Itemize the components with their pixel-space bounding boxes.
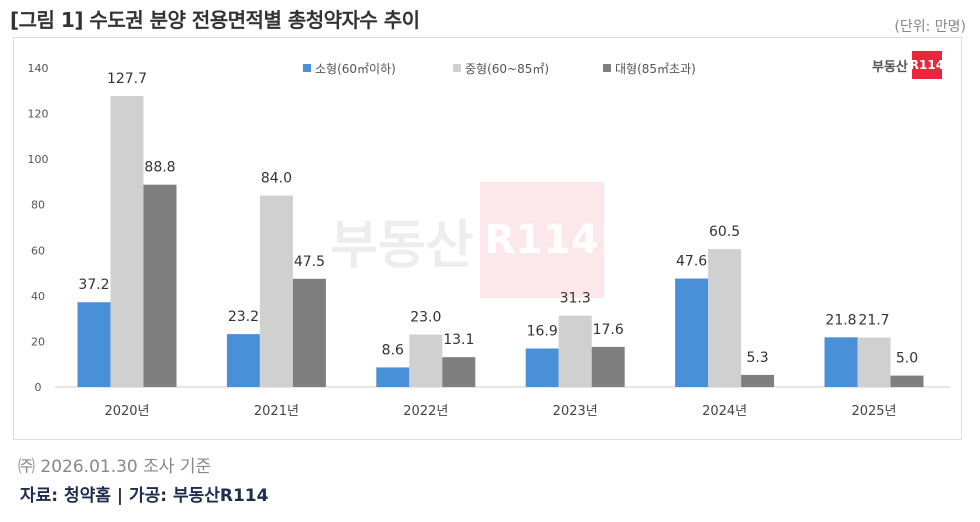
y-tick-label: 0 xyxy=(35,381,42,394)
survey-note: ㈜ 2026.01.30 조사 기준 xyxy=(18,457,212,477)
bar xyxy=(259,195,293,387)
data-label: 16.9 xyxy=(527,323,558,339)
y-tick-label: 80 xyxy=(31,199,45,212)
bar xyxy=(292,278,326,387)
bar xyxy=(77,302,111,387)
bar xyxy=(824,337,858,387)
bar xyxy=(525,348,559,387)
brand-logo: 부동산 R114 xyxy=(872,51,944,79)
data-label: 8.6 xyxy=(382,342,404,358)
data-label: 21.8 xyxy=(825,312,856,328)
y-tick-label: 120 xyxy=(28,108,49,121)
x-tick-label: 2023년 xyxy=(553,404,598,419)
legend-label: 소형(60㎡이하) xyxy=(315,62,396,76)
x-tick-label: 2020년 xyxy=(104,404,149,419)
y-tick-label: 100 xyxy=(28,153,49,166)
bar xyxy=(409,334,443,387)
source-note: 자료: 청약홈 | 가공: 부동산R114 xyxy=(20,486,269,506)
bar xyxy=(226,334,260,387)
bar xyxy=(741,374,775,387)
bar xyxy=(376,367,410,387)
data-label: 13.1 xyxy=(443,332,474,348)
data-label: 60.5 xyxy=(709,224,740,240)
bar xyxy=(591,346,625,387)
data-label: 23.0 xyxy=(410,310,441,326)
unit-label: (단위: 만명) xyxy=(894,19,966,35)
legend-swatch xyxy=(603,64,611,72)
x-tick-label: 2022년 xyxy=(403,404,448,419)
y-tick-label: 20 xyxy=(31,335,45,348)
bar xyxy=(110,96,144,387)
legend-swatch xyxy=(453,64,461,72)
bar xyxy=(558,315,592,387)
bar xyxy=(442,357,476,387)
bar-chart: 0 20 40 60 80 100 120 140 2020년 37.2 127.7 88.8 2021… xyxy=(28,62,950,419)
data-label: 127.7 xyxy=(107,71,147,87)
x-tick-label: 2021년 xyxy=(254,404,299,419)
chart-title: [그림 1] 수도권 분양 전용면적별 총청약자수 추이 xyxy=(10,8,420,32)
watermark-logo: 부동산 R114 xyxy=(330,182,604,298)
bar xyxy=(857,337,891,387)
legend-label: 대형(85㎡초과) xyxy=(615,62,696,76)
bar xyxy=(890,375,924,387)
chart-frame xyxy=(13,37,962,440)
y-tick-label: 60 xyxy=(31,244,45,257)
data-label: 5.3 xyxy=(746,350,768,366)
data-label: 21.7 xyxy=(858,313,889,329)
y-tick-label: 40 xyxy=(31,290,45,303)
data-label: 31.3 xyxy=(560,291,591,307)
data-label: 17.6 xyxy=(593,322,624,338)
data-label: 47.5 xyxy=(294,254,325,270)
data-label: 5.0 xyxy=(896,351,918,367)
y-tick-label: 140 xyxy=(28,62,49,75)
bar xyxy=(143,184,177,387)
x-tick-label: 2025년 xyxy=(851,404,896,419)
legend-swatch xyxy=(303,64,311,72)
data-label: 88.8 xyxy=(144,160,175,176)
data-label: 84.0 xyxy=(261,171,292,187)
legend-label: 중형(60~85㎡) xyxy=(465,62,549,76)
x-tick-label: 2024년 xyxy=(702,404,747,419)
data-label: 37.2 xyxy=(78,277,109,293)
data-label: 47.6 xyxy=(676,254,707,270)
bar xyxy=(675,278,709,387)
data-label: 23.2 xyxy=(228,309,259,325)
bar xyxy=(708,249,742,387)
